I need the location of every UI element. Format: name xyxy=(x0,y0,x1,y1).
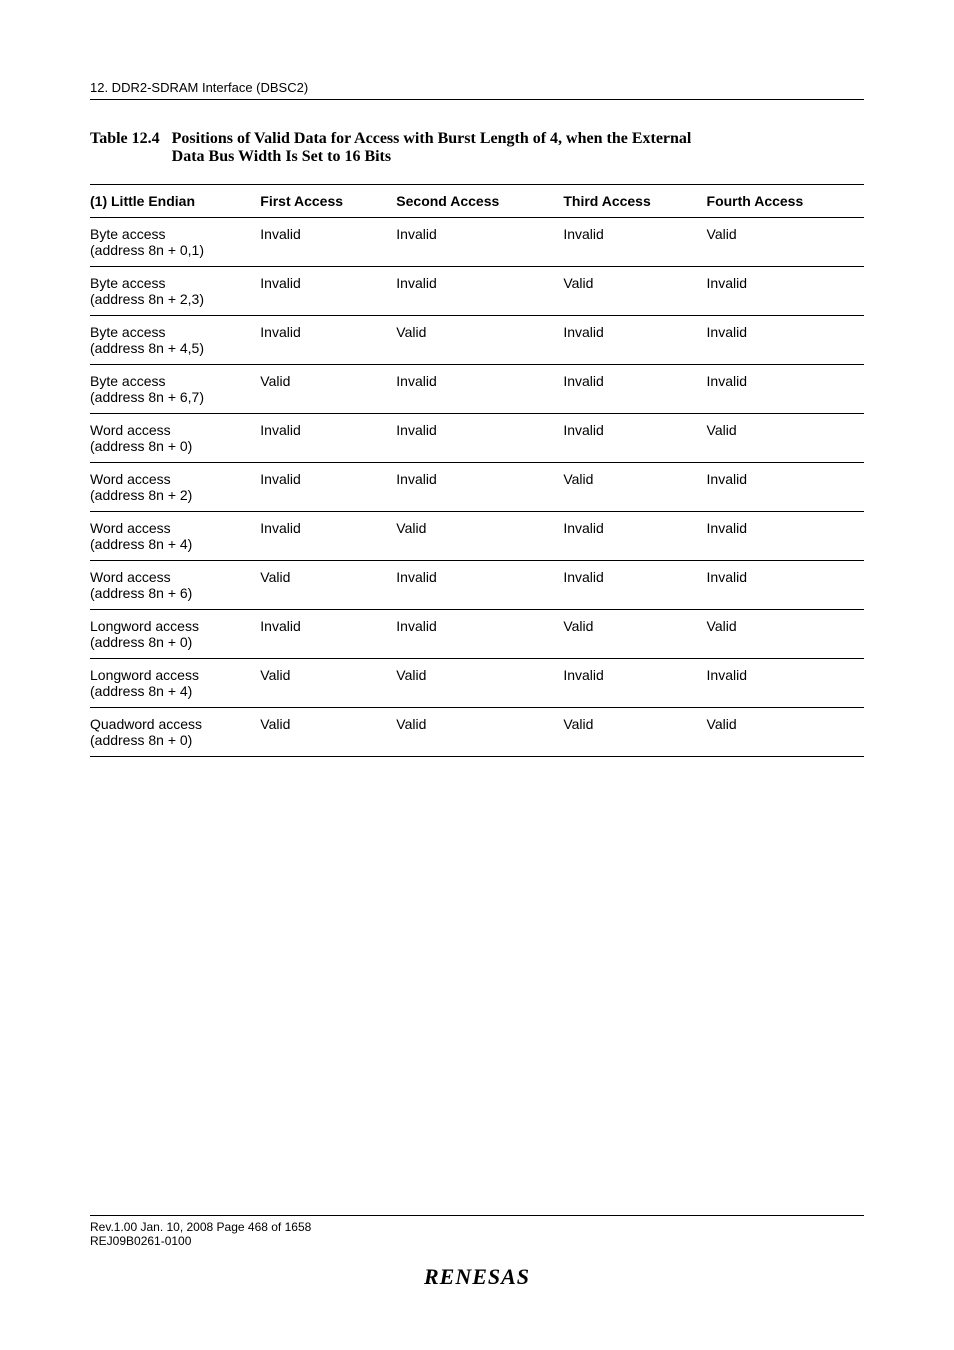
cell: Invalid xyxy=(707,561,864,610)
cell: Valid xyxy=(563,463,706,512)
running-head: 12. DDR2-SDRAM Interface (DBSC2) xyxy=(90,80,864,100)
cell: Invalid xyxy=(260,463,396,512)
data-table: (1) Little Endian First Access Second Ac… xyxy=(90,184,864,757)
cell: Invalid xyxy=(396,463,563,512)
renesas-logo: RENESAS xyxy=(90,1248,864,1290)
footer-line1: Rev.1.00 Jan. 10, 2008 Page 468 of 1658 xyxy=(90,1220,864,1234)
table-caption-line1: Positions of Valid Data for Access with … xyxy=(172,130,692,147)
page-footer: Rev.1.00 Jan. 10, 2008 Page 468 of 1658 … xyxy=(90,1215,864,1290)
cell: Invalid xyxy=(260,218,396,267)
cell: Valid xyxy=(707,218,864,267)
cell: Invalid xyxy=(396,414,563,463)
cell: Valid xyxy=(396,708,563,757)
col-header: (1) Little Endian xyxy=(90,185,260,218)
table-row: Byte access(address 8n + 2,3)InvalidInva… xyxy=(90,267,864,316)
cell: Invalid xyxy=(260,267,396,316)
cell: Invalid xyxy=(563,365,706,414)
table-row: Word access(address 8n + 2)InvalidInvali… xyxy=(90,463,864,512)
table-row: Byte access(address 8n + 6,7)ValidInvali… xyxy=(90,365,864,414)
table-row: Longword access(address 8n + 0)InvalidIn… xyxy=(90,610,864,659)
cell: Valid xyxy=(563,267,706,316)
cell: Invalid xyxy=(260,414,396,463)
col-header: Fourth Access xyxy=(707,185,864,218)
cell: Valid xyxy=(396,659,563,708)
cell: Invalid xyxy=(260,610,396,659)
cell: Valid xyxy=(260,561,396,610)
cell: Invalid xyxy=(396,267,563,316)
cell: Invalid xyxy=(396,365,563,414)
table-caption-text: Positions of Valid Data for Access with … xyxy=(172,130,692,166)
cell: Valid xyxy=(260,659,396,708)
row-label: Byte access(address 8n + 6,7) xyxy=(90,365,260,414)
cell: Invalid xyxy=(563,561,706,610)
cell: Invalid xyxy=(707,316,864,365)
col-header: Second Access xyxy=(396,185,563,218)
cell: Invalid xyxy=(563,659,706,708)
row-label: Word access(address 8n + 4) xyxy=(90,512,260,561)
table-header-row: (1) Little Endian First Access Second Ac… xyxy=(90,185,864,218)
cell: Valid xyxy=(563,708,706,757)
row-label: Longword access(address 8n + 4) xyxy=(90,659,260,708)
cell: Valid xyxy=(707,414,864,463)
row-label: Word access(address 8n + 0) xyxy=(90,414,260,463)
cell: Invalid xyxy=(707,365,864,414)
footer-rule: Rev.1.00 Jan. 10, 2008 Page 468 of 1658 … xyxy=(90,1215,864,1248)
table-row: Byte access(address 8n + 0,1)InvalidInva… xyxy=(90,218,864,267)
cell: Invalid xyxy=(396,561,563,610)
table-row: Byte access(address 8n + 4,5)InvalidVali… xyxy=(90,316,864,365)
table-row: Longword access(address 8n + 4)ValidVali… xyxy=(90,659,864,708)
cell: Invalid xyxy=(396,218,563,267)
table-row: Word access(address 8n + 0)InvalidInvali… xyxy=(90,414,864,463)
row-label: Word access(address 8n + 2) xyxy=(90,463,260,512)
cell: Invalid xyxy=(563,316,706,365)
table-row: Quadword access(address 8n + 0)ValidVali… xyxy=(90,708,864,757)
cell: Valid xyxy=(260,365,396,414)
table-row: Word access(address 8n + 4)InvalidValidI… xyxy=(90,512,864,561)
row-label: Byte access(address 8n + 2,3) xyxy=(90,267,260,316)
table-caption-number: Table 12.4 xyxy=(90,130,172,166)
cell: Valid xyxy=(707,610,864,659)
row-label: Word access(address 8n + 6) xyxy=(90,561,260,610)
cell: Valid xyxy=(563,610,706,659)
cell: Invalid xyxy=(563,512,706,561)
cell: Invalid xyxy=(260,512,396,561)
table-row: Word access(address 8n + 6)ValidInvalidI… xyxy=(90,561,864,610)
cell: Invalid xyxy=(396,610,563,659)
cell: Invalid xyxy=(563,218,706,267)
row-label: Byte access(address 8n + 0,1) xyxy=(90,218,260,267)
page: 12. DDR2-SDRAM Interface (DBSC2) Table 1… xyxy=(0,0,954,1350)
row-label: Byte access(address 8n + 4,5) xyxy=(90,316,260,365)
col-header: Third Access xyxy=(563,185,706,218)
table-body: Byte access(address 8n + 0,1)InvalidInva… xyxy=(90,218,864,757)
row-label: Longword access(address 8n + 0) xyxy=(90,610,260,659)
col-header: First Access xyxy=(260,185,396,218)
cell: Valid xyxy=(707,708,864,757)
cell: Valid xyxy=(396,316,563,365)
cell: Invalid xyxy=(707,659,864,708)
footer-line2: REJ09B0261-0100 xyxy=(90,1234,864,1248)
cell: Valid xyxy=(260,708,396,757)
row-label: Quadword access(address 8n + 0) xyxy=(90,708,260,757)
table-caption: Table 12.4 Positions of Valid Data for A… xyxy=(90,130,864,166)
cell: Invalid xyxy=(563,414,706,463)
cell: Invalid xyxy=(260,316,396,365)
cell: Invalid xyxy=(707,512,864,561)
cell: Valid xyxy=(396,512,563,561)
table-caption-line2: Data Bus Width Is Set to 16 Bits xyxy=(172,148,391,165)
cell: Invalid xyxy=(707,463,864,512)
cell: Invalid xyxy=(707,267,864,316)
